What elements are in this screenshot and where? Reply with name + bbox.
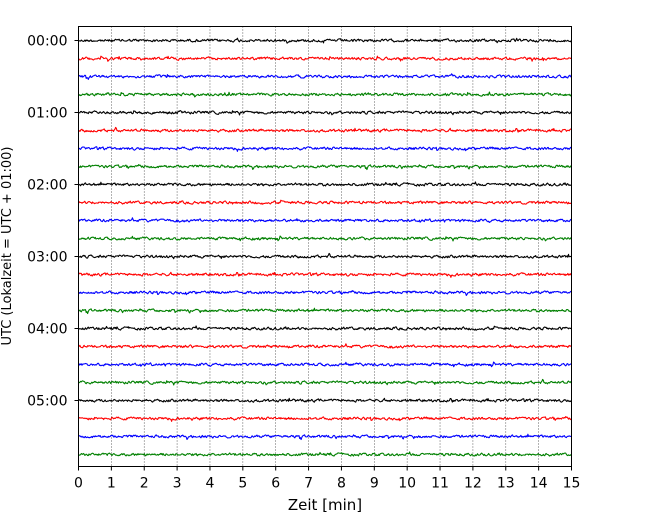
y-tick-label: 01:00 [27,106,67,122]
x-tick-label: 0 [74,476,83,492]
trace-line [78,397,572,403]
x-tick-label: 4 [206,476,215,492]
x-tick-label: 5 [238,476,247,492]
x-tick-label: 6 [271,476,280,492]
x-tick-label: 13 [497,476,515,492]
trace-line [78,252,572,260]
trace-line [78,307,572,315]
x-tick-label: 2 [140,476,149,492]
trace-line [78,37,572,44]
x-axis-label: Zeit [min] [288,496,362,514]
x-tick-label: 7 [304,476,313,492]
x-tick-label: 8 [337,476,346,492]
x-tick-label: 9 [370,476,379,492]
trace-line [78,271,572,278]
trace-line [78,73,572,80]
trace-line [78,55,572,62]
trace-line [78,181,572,187]
y-axis-label: UTC (Lokalzeit = UTC + 01:00) [0,147,15,346]
x-tick-label: 11 [431,476,449,492]
y-tick-label: 05:00 [27,394,67,410]
trace-line [78,91,572,98]
trace-line [78,416,572,422]
y-tick-label: 00:00 [27,34,67,50]
trace-line [78,126,572,133]
y-tick-label: 03:00 [27,250,67,266]
trace-line [78,325,572,331]
trace-line [78,199,572,205]
trace-line [78,433,572,441]
x-tick-label: 10 [398,476,416,492]
y-tick-label: 02:00 [27,178,67,194]
x-tick-label: 3 [173,476,182,492]
y-tick-label: 04:00 [27,322,67,338]
x-tick-label: 1 [107,476,116,492]
x-axis: 0 1 2 3 4 5 6 7 8 9 10 11 12 13 14 15 [74,466,581,492]
trace-line [78,361,572,368]
trace-line [78,146,572,152]
trace-line [78,110,572,116]
trace-line [78,217,572,223]
y-axis: 00:00 01:00 02:00 03:00 04:00 05:00 [27,34,79,410]
trace-line [78,164,572,171]
x-tick-label: 14 [530,476,548,492]
trace-line [78,343,572,349]
plot-frame [78,26,572,467]
trace-group [78,37,572,457]
trace-line [78,378,572,386]
trace-line [78,235,572,242]
trace-line [78,451,572,457]
x-tick-label: 15 [563,476,581,492]
vertical-grid [111,26,539,467]
x-tick-label: 12 [464,476,482,492]
trace-line [78,290,572,296]
